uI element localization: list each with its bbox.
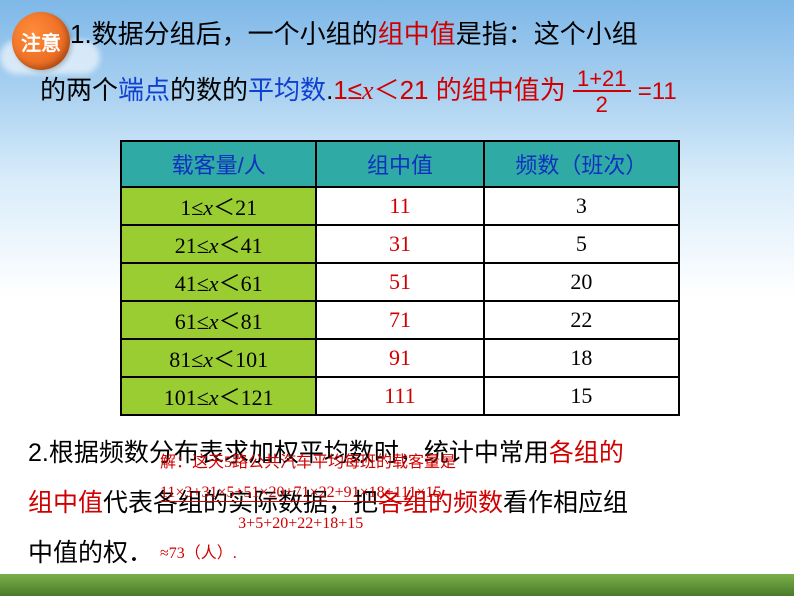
- col-header-mid: 组中值: [316, 141, 483, 187]
- freq-cell: 5: [484, 225, 679, 263]
- solution-line-1: 解：这天5路公共汽车平均每班的载客量是: [160, 448, 660, 478]
- table-row: 61≤x＜817122: [121, 301, 679, 339]
- p1-example: 1≤x＜21 的组中值为: [333, 75, 565, 105]
- p1-prefix: 1.数据分组后，一个小组的: [70, 19, 378, 49]
- equals-11: =11: [638, 78, 677, 105]
- data-table-container: 载客量/人 组中值 频数（班次） 1≤x＜2111321≤x＜4131541≤x…: [120, 140, 680, 416]
- mid-cell: 51: [316, 263, 483, 301]
- frac-numerator: 1+21: [573, 68, 631, 92]
- p2-l3: 中值的权．: [28, 539, 153, 567]
- attention-badge: 注意: [12, 12, 70, 70]
- range-cell: 61≤x＜81: [121, 301, 316, 339]
- table-header-row: 载客量/人 组中值 频数（班次）: [121, 141, 679, 187]
- p2-red-2: 组中值: [28, 489, 103, 517]
- freq-cell: 15: [484, 377, 679, 415]
- paragraph-1-line-2: 的两个端点的数的平均数.1≤x＜21 的组中值为 1+21 2 =11: [40, 68, 788, 116]
- range-cell: 101≤x＜121: [121, 377, 316, 415]
- grass-decoration: [0, 574, 794, 596]
- freq-cell: 18: [484, 339, 679, 377]
- table-row: 81≤x＜1019118: [121, 339, 679, 377]
- table-row: 101≤x＜12111115: [121, 377, 679, 415]
- fraction-icon: 1+21 2: [573, 68, 631, 116]
- range-cell: 81≤x＜101: [121, 339, 316, 377]
- freq-cell: 3: [484, 187, 679, 225]
- solution-overlay: 解：这天5路公共汽车平均每班的载客量是 11×3+31×5+51×20+71×2…: [160, 448, 660, 570]
- col-header-freq: 频数（班次）: [484, 141, 679, 187]
- solution-line-3: ≈73（人）.: [160, 539, 660, 569]
- p1-blue-2: 平均数: [248, 75, 326, 105]
- mid-cell: 111: [316, 377, 483, 415]
- p1-red-1: 组中值: [378, 19, 456, 49]
- mid-cell: 91: [316, 339, 483, 377]
- mid-cell: 71: [316, 301, 483, 339]
- freq-cell: 20: [484, 263, 679, 301]
- badge-text: 注意: [21, 27, 61, 56]
- solution-frac-num: 11×3+31×5+51×20+71×22+91×18+111×15: [160, 484, 441, 502]
- table-row: 41≤x＜615120: [121, 263, 679, 301]
- range-cell: 1≤x＜21: [121, 187, 316, 225]
- freq-cell: 22: [484, 301, 679, 339]
- p1-l2a: 的两个: [40, 75, 118, 105]
- p1-blue-1: 端点: [118, 75, 170, 105]
- p1-mid: 是指：这个小组: [456, 19, 638, 49]
- mid-cell: 11: [316, 187, 483, 225]
- range-cell: 21≤x＜41: [121, 225, 316, 263]
- table-row: 1≤x＜21113: [121, 187, 679, 225]
- paragraph-1-line-1: 1.数据分组后，一个小组的组中值是指：这个小组: [70, 18, 784, 52]
- frac-denominator: 2: [573, 92, 631, 116]
- table-row: 21≤x＜41315: [121, 225, 679, 263]
- p1-l2b: 的数的: [170, 75, 248, 105]
- col-header-range: 载客量/人: [121, 141, 316, 187]
- solution-line-2: 11×3+31×5+51×20+71×22+91×18+111×15 3+5+2…: [160, 478, 660, 539]
- solution-frac-den: 3+5+20+22+18+15: [238, 515, 363, 532]
- range-cell: 41≤x＜61: [121, 263, 316, 301]
- data-table: 载客量/人 组中值 频数（班次） 1≤x＜2111321≤x＜4131541≤x…: [120, 140, 680, 416]
- mid-cell: 31: [316, 225, 483, 263]
